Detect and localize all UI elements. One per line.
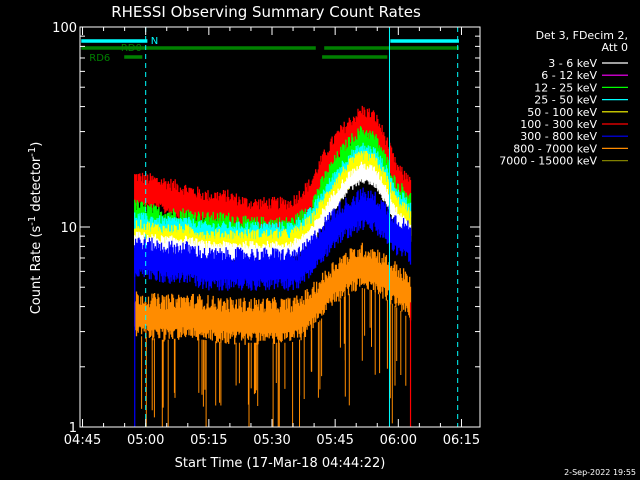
- flag-label-n: N: [151, 36, 158, 47]
- legend-entry: 800 - 7000 keV: [513, 142, 628, 155]
- x-tick-label: 04:45: [64, 433, 101, 448]
- flag-bar-n: N: [81, 36, 459, 47]
- y-tick-label: 100: [52, 21, 77, 36]
- legend-label: 12 - 25 keV: [534, 81, 597, 94]
- legend-label: 25 - 50 keV: [534, 94, 597, 107]
- legend-entry: 100 - 300 keV: [520, 118, 628, 131]
- chart-title: RHESSI Observing Summary Count Rates: [111, 3, 421, 21]
- timestamp: 2-Sep-2022 19:55: [564, 468, 636, 477]
- legend-entry: 12 - 25 keV: [534, 81, 628, 94]
- flag-label-rd0: RD0: [121, 43, 142, 54]
- series-100-300-kev: [134, 105, 412, 236]
- y-label-sup: -1: [27, 216, 38, 226]
- legend-label: 800 - 7000 keV: [513, 142, 597, 155]
- flag-bar-rd0: RD0: [81, 43, 459, 54]
- legend-entry: 50 - 100 keV: [527, 106, 628, 119]
- x-tick-label: 05:15: [190, 433, 227, 448]
- y-label-close: ): [29, 142, 44, 147]
- legend-label: 6 - 12 keV: [541, 69, 597, 82]
- series-800-7000-kev-dropouts: [141, 288, 407, 427]
- y-tick-label: 1: [69, 421, 77, 436]
- legend-label: 50 - 100 keV: [527, 106, 597, 119]
- y-tick-label: 10: [60, 221, 77, 236]
- y-label-sup2: -1: [27, 147, 38, 157]
- legend-entry: 7000 - 15000 keV: [499, 155, 628, 168]
- legend-entry: 3 - 6 keV: [548, 57, 628, 70]
- legend-header-line-2: Att 0: [602, 41, 628, 54]
- flag-bar-rd6: RD6: [89, 53, 388, 64]
- legend-entry: 6 - 12 keV: [541, 69, 628, 82]
- legend-label: 7000 - 15000 keV: [499, 155, 597, 168]
- legend-entry: 300 - 800 keV: [520, 130, 628, 143]
- x-tick-label: 06:00: [380, 433, 417, 448]
- legend-label: 300 - 800 keV: [520, 130, 597, 143]
- x-tick-label: 05:30: [253, 433, 290, 448]
- y-axis-label: Count Rate (s-1 detector-1): [27, 142, 44, 315]
- legend-label: 3 - 6 keV: [548, 57, 597, 70]
- y-label-tail: detector: [29, 156, 44, 216]
- legend-header-line-1: Det 3, FDecim 2,: [536, 29, 628, 42]
- x-tick-label: 05:00: [127, 433, 164, 448]
- legend-label: 100 - 300 keV: [520, 118, 597, 131]
- x-tick-label: 06:15: [443, 433, 480, 448]
- legend-entry: 25 - 50 keV: [534, 94, 628, 107]
- flag-label-rd6: RD6: [89, 53, 110, 64]
- x-tick-label: 05:45: [316, 433, 353, 448]
- y-label-main: Count Rate (s: [29, 226, 44, 315]
- x-axis-label: Start Time (17-Mar-18 04:44:22): [175, 456, 386, 471]
